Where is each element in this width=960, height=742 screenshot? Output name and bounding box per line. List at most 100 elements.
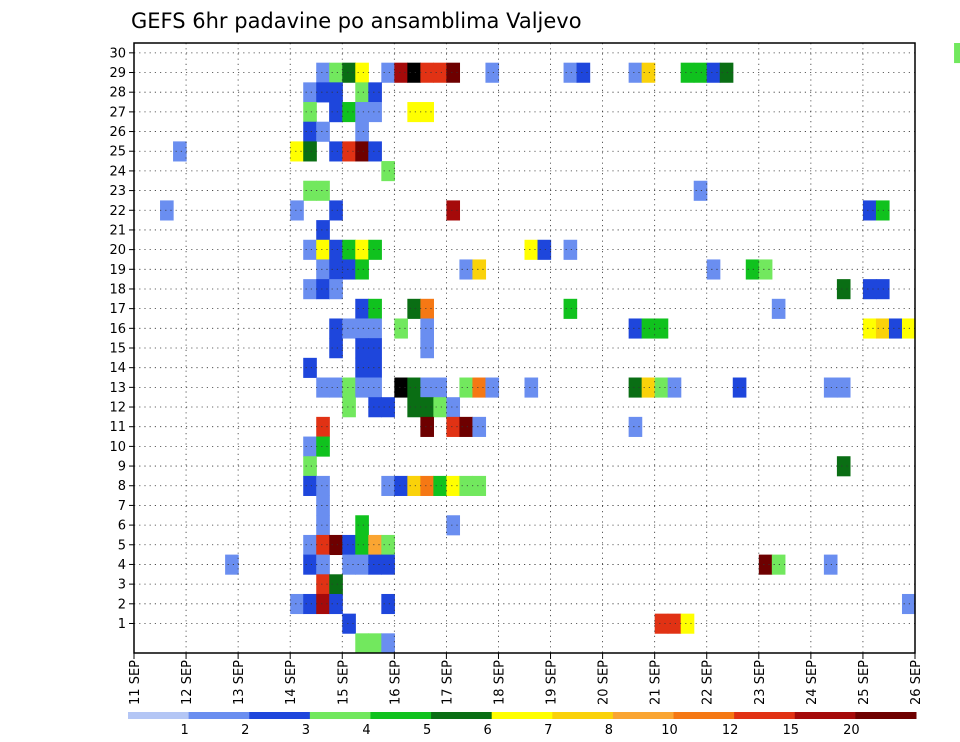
- data-cell: [342, 613, 356, 634]
- y-tick-label: 26: [109, 125, 126, 140]
- data-cell: [368, 318, 382, 339]
- x-tick-label: 26 SEP: [909, 660, 924, 705]
- data-cell: [407, 377, 421, 398]
- x-tick-label: 15 SEP: [336, 660, 351, 705]
- data-cell: [446, 515, 461, 536]
- data-cell: [381, 554, 395, 575]
- data-cell: [420, 377, 434, 398]
- data-cell: [875, 279, 890, 300]
- data-cell: [524, 377, 539, 398]
- data-cell: [316, 239, 330, 260]
- legend-label: 6: [484, 723, 492, 738]
- y-tick-label: 19: [109, 263, 126, 278]
- data-cell: [823, 377, 838, 398]
- legend-label: 5: [423, 723, 431, 738]
- y-tick-label: 23: [109, 184, 126, 199]
- data-cell: [420, 397, 434, 418]
- y-tick-label: 8: [118, 479, 126, 494]
- data-cell: [875, 318, 890, 339]
- data-cell: [381, 475, 395, 496]
- data-cell: [329, 239, 343, 260]
- data-cell: [368, 298, 382, 319]
- data-cell: [303, 475, 317, 496]
- data-cell: [563, 239, 578, 260]
- y-tick-label: 6: [118, 519, 126, 534]
- data-cell: [706, 62, 721, 83]
- data-cell: [901, 593, 916, 615]
- x-tick-label: 23 SEP: [753, 660, 768, 705]
- data-cell: [342, 62, 356, 83]
- data-cell: [355, 515, 369, 536]
- data-cell: [420, 102, 434, 123]
- data-cell: [355, 554, 369, 575]
- data-cell: [303, 593, 317, 615]
- data-cell: [355, 82, 369, 103]
- data-cell: [433, 62, 447, 83]
- data-cell: [342, 554, 356, 575]
- x-tick-label: 14 SEP: [284, 660, 299, 705]
- x-tick-label: 25 SEP: [857, 660, 872, 705]
- data-cell: [407, 397, 421, 418]
- y-tick-label: 30: [109, 46, 126, 61]
- x-tick-label: 20 SEP: [597, 660, 612, 705]
- y-tick-label: 21: [109, 223, 126, 238]
- data-cell: [901, 318, 916, 339]
- data-cell: [745, 259, 760, 280]
- data-cell: [329, 377, 343, 398]
- legend-swatch: [734, 712, 796, 719]
- x-tick-label: 13 SEP: [232, 660, 247, 705]
- data-cell: [290, 200, 304, 221]
- data-cell: [303, 456, 317, 477]
- data-cell: [407, 475, 421, 496]
- data-cell: [576, 62, 591, 83]
- data-cell: [420, 62, 434, 83]
- legend-label: 20: [843, 723, 860, 738]
- data-cell: [329, 102, 343, 123]
- legend-swatch: [370, 712, 432, 719]
- y-tick-label: 16: [109, 322, 126, 337]
- y-tick-label: 4: [118, 558, 126, 573]
- data-cell: [485, 62, 500, 83]
- data-cell: [329, 338, 343, 359]
- data-cell: [368, 239, 382, 260]
- data-cell: [394, 318, 408, 339]
- data-cell: [394, 377, 408, 398]
- data-cell: [316, 62, 330, 83]
- data-cell: [758, 259, 773, 280]
- data-cell: [524, 239, 539, 260]
- data-cell: [628, 416, 643, 437]
- data-cell: [420, 338, 434, 359]
- data-cell: [303, 239, 317, 260]
- x-tick-label: 18 SEP: [492, 660, 507, 705]
- y-tick-label: 5: [118, 538, 126, 553]
- data-cell: [628, 62, 643, 83]
- data-cell: [316, 121, 330, 142]
- x-tick-label: 16 SEP: [388, 660, 403, 705]
- data-cell: [316, 495, 330, 516]
- data-cell: [316, 259, 330, 280]
- data-cell: [355, 357, 369, 378]
- y-tick-label: 18: [109, 282, 126, 297]
- y-tick-label: 28: [109, 86, 126, 101]
- data-cell: [654, 613, 669, 634]
- data-cell: [680, 62, 695, 83]
- data-cell: [771, 298, 786, 319]
- legend-swatch: [128, 712, 190, 719]
- data-cell: [368, 102, 382, 123]
- data-cell: [628, 318, 643, 339]
- legend-label: 4: [362, 723, 370, 738]
- data-cell: [355, 377, 369, 398]
- data-cell: [355, 338, 369, 359]
- data-cell: [472, 377, 487, 398]
- data-cell: [316, 593, 330, 615]
- legend-swatch: [855, 712, 917, 719]
- data-cell: [407, 298, 421, 319]
- data-cell: [303, 436, 317, 457]
- data-cell: [836, 456, 851, 477]
- y-tick-label: 27: [109, 105, 126, 120]
- data-cell: [381, 633, 395, 654]
- data-cell: [420, 475, 434, 496]
- data-cell: [407, 62, 421, 83]
- x-tick-label: 19 SEP: [545, 660, 560, 705]
